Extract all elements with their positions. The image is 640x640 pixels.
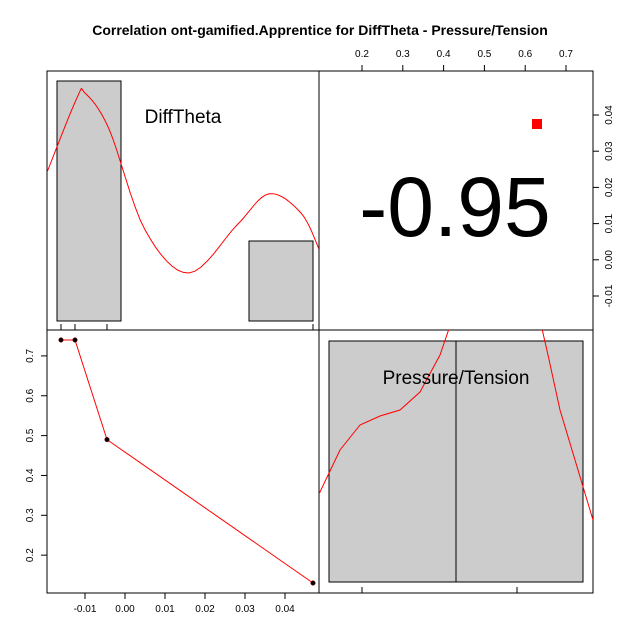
- y-axis-right-difftheta: -0.01 0.00 0.01 0.02 0.03 0.04: [592, 105, 615, 307]
- density-curve-pressure-right: [541, 330, 593, 521]
- tick-label-right-3: 0.02: [604, 177, 615, 197]
- x-axis-top-pressure: 0.2 0.3 0.4 0.5 0.6 0.7: [355, 49, 573, 72]
- tick-label-bottom-2: 0.01: [155, 604, 175, 615]
- chart-title: Correlation ont-gamified.Apprentice for …: [92, 22, 548, 38]
- tick-label-top-2: 0.4: [437, 49, 451, 60]
- scatter-trend-line: [61, 339, 314, 584]
- tick-label-left-3: 0.5: [25, 428, 36, 442]
- histogram-bar-pressure-1: [455, 340, 584, 583]
- tick-label-bottom-0: -0.01: [74, 604, 97, 615]
- tick-label-right-2: 0.01: [604, 213, 615, 233]
- x-axis-bottom-difftheta: -0.01 0.00 0.01 0.02 0.03 0.04: [74, 592, 295, 615]
- panel-border-br: [318, 329, 594, 594]
- variable-label-difftheta: DiffTheta: [145, 107, 222, 128]
- tick-label-top-1: 0.3: [396, 49, 410, 60]
- tick-label-top-0: 0.2: [355, 49, 369, 60]
- histogram-bar-difftheta-1: [248, 240, 314, 322]
- tick-label-bottom-1: 0.00: [115, 604, 135, 615]
- density-curve-difftheta: [47, 87, 319, 274]
- tick-label-top-3: 0.5: [477, 49, 491, 60]
- tick-label-top-4: 0.6: [518, 49, 532, 60]
- scatter-point-0: [58, 337, 64, 343]
- tick-label-bottom-4: 0.03: [235, 604, 255, 615]
- tick-label-top-5: 0.7: [559, 49, 573, 60]
- tick-label-bottom-5: 0.04: [275, 604, 295, 615]
- tick-label-left-1: 0.3: [25, 508, 36, 522]
- panel-scatter: [46, 329, 320, 594]
- scatter-point-1: [72, 337, 78, 343]
- histogram-bar-pressure-0: [328, 340, 457, 583]
- tick-label-right-4: 0.03: [604, 141, 615, 161]
- y-axis-left-pressure: 0.2 0.3 0.4 0.5 0.6 0.7: [25, 349, 48, 562]
- density-curve-pressure-left: [319, 330, 450, 495]
- variable-label-pressure: Pressure/Tension: [383, 368, 530, 389]
- tick-label-left-5: 0.7: [25, 349, 36, 363]
- correlation-value: -0.95: [359, 160, 550, 254]
- tick-label-right-0: -0.01: [604, 284, 615, 307]
- panel-border-bl: [46, 329, 320, 594]
- tick-label-left-2: 0.4: [25, 468, 36, 482]
- significance-marker: [532, 119, 542, 129]
- tick-label-left-4: 0.6: [25, 388, 36, 402]
- tick-label-right-5: 0.04: [604, 105, 615, 125]
- tick-label-right-1: 0.00: [604, 250, 615, 270]
- tick-label-bottom-3: 0.02: [195, 604, 215, 615]
- scatter-point-2: [104, 437, 110, 443]
- histogram-bar-difftheta-0: [56, 80, 122, 322]
- scatter-point-3: [310, 580, 316, 586]
- panel-difftheta-histogram: [46, 70, 320, 331]
- tick-label-left-0: 0.2: [25, 548, 36, 562]
- panel-pressure-histogram: [318, 329, 594, 594]
